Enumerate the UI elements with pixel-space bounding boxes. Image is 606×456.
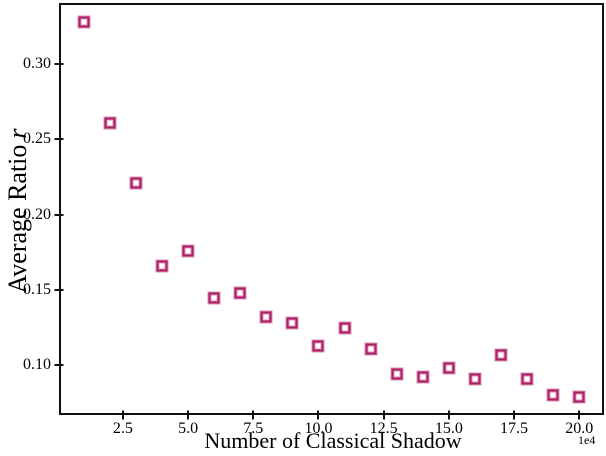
data-point-marker	[443, 362, 455, 374]
plot-area	[59, 3, 604, 415]
data-point-marker	[495, 349, 507, 361]
y-tick-label: 0.25	[23, 130, 51, 148]
x-tick-label: 7.5	[243, 420, 264, 437]
data-point-marker	[130, 177, 142, 189]
x-axis-label: Number of Classical Shadow	[204, 428, 462, 453]
x-tick-mark	[121, 410, 124, 420]
y-tick-mark	[54, 288, 64, 291]
data-point-marker	[469, 373, 481, 385]
y-tick-mark	[54, 213, 64, 216]
data-point-marker	[573, 391, 585, 403]
x-tick-mark	[513, 410, 516, 420]
data-point-marker	[260, 311, 272, 323]
data-point-marker	[521, 373, 533, 385]
data-point-marker	[365, 343, 377, 355]
data-point-marker	[312, 340, 324, 352]
x-tick-mark	[578, 410, 581, 420]
x-tick-label: 5.0	[178, 420, 199, 437]
data-point-marker	[391, 368, 403, 380]
x-tick-label: 12.5	[369, 420, 398, 437]
x-tick-mark	[447, 410, 450, 420]
y-tick-mark	[54, 364, 64, 367]
data-point-marker	[417, 371, 429, 383]
y-tick-label: 0.10	[23, 356, 51, 374]
data-point-marker	[286, 317, 298, 329]
x-tick-label: 15.0	[434, 420, 463, 437]
data-point-marker	[156, 260, 168, 272]
x-tick-mark	[317, 410, 320, 420]
x-tick-mark	[187, 410, 190, 420]
x-tick-label: 20.0	[565, 420, 594, 437]
x-tick-mark	[382, 410, 385, 420]
y-tick-label: 0.20	[23, 205, 51, 223]
x-tick-label: 2.5	[112, 420, 133, 437]
x-tick-mark	[252, 410, 255, 420]
data-point-marker	[208, 292, 220, 303]
y-tick-label: 0.15	[23, 280, 51, 298]
data-point-marker	[339, 322, 351, 334]
data-point-marker	[78, 16, 90, 28]
data-point-marker	[547, 389, 559, 401]
data-point-marker	[182, 245, 194, 257]
y-tick-mark	[54, 63, 64, 65]
y-tick-mark	[54, 138, 64, 141]
data-point-marker	[104, 117, 116, 129]
y-tick-label: 0.30	[23, 55, 51, 72]
x-axis-offset-label: 1e4	[578, 433, 596, 447]
data-point-marker	[234, 287, 246, 299]
x-tick-label: 10.0	[304, 420, 333, 437]
x-tick-label: 17.5	[500, 420, 529, 437]
